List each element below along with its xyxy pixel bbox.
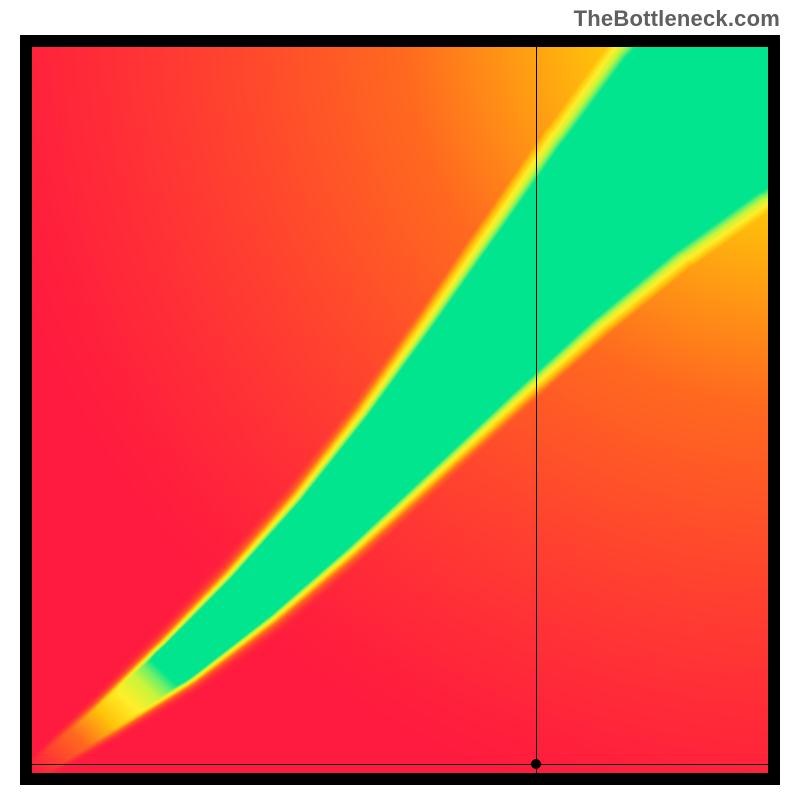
watermark-text: TheBottleneck.com bbox=[574, 6, 780, 32]
plot-border bbox=[20, 35, 780, 785]
crosshair-vertical bbox=[536, 47, 537, 773]
crosshair-horizontal bbox=[32, 764, 768, 765]
